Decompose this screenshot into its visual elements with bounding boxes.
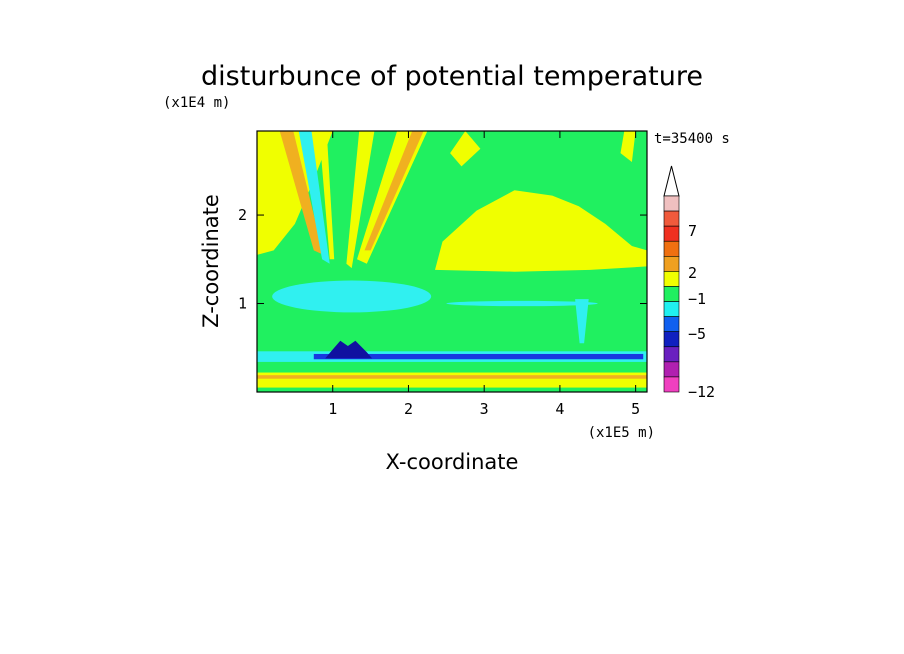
x-tick-label: 3 [480, 400, 489, 418]
mid-right-negative-strip [446, 300, 598, 307]
upper-left-thin-band [319, 131, 335, 260]
x-tick-label: 1 [328, 400, 337, 418]
y-tick-label: 2 [238, 206, 247, 224]
top-right-patch [620, 131, 636, 162]
contour-field [257, 131, 647, 392]
low-strongest-negative-core [325, 340, 373, 359]
colorbar-swatch [663, 271, 680, 287]
colorbar-label: 2 [688, 264, 697, 282]
bottom-positive-band [257, 372, 647, 388]
colorbar-swatch [663, 361, 680, 378]
plot-frame [256, 130, 648, 393]
x-tick-label: 2 [404, 400, 413, 418]
colorbar-swatch [663, 346, 680, 363]
colorbar-label: −1 [688, 290, 706, 308]
colorbar-label: 7 [688, 222, 697, 240]
upper-left-cyan-band [298, 131, 330, 264]
colorbar-swatch [663, 316, 680, 332]
time-label: t=35400 s [654, 131, 730, 147]
colorbar: 7 2 −1 −5 −12 [663, 165, 715, 401]
y-tick-label: 1 [238, 295, 247, 313]
colorbar-swatch [663, 301, 680, 317]
bottom-orange-band [257, 375, 647, 379]
upper-right-wave-band [346, 131, 375, 269]
upper-left-wave-band [279, 131, 324, 255]
upper-right-orange-band [364, 131, 424, 251]
colorbar-swatch [663, 331, 680, 348]
colorbar-swatch [663, 286, 680, 302]
right-vertical-plume [575, 299, 589, 344]
x-axis: 1 2 3 4 5 [328, 131, 640, 418]
mid-left-negative-region [272, 280, 432, 313]
y-axis: 12 [238, 206, 647, 313]
colorbar-swatch [663, 376, 680, 393]
top-patch [450, 131, 481, 167]
colorbar-swatch [663, 195, 680, 212]
x-unit-label: (x1E5 m) [588, 425, 655, 441]
upper-right-positive-dome [435, 190, 647, 272]
low-strong-negative-band [313, 353, 644, 360]
y-unit-label: (x1E4 m) [163, 95, 230, 111]
x-tick-label: 4 [555, 400, 564, 418]
colorbar-swatch [663, 225, 680, 242]
x-axis-label: X-coordinate [386, 450, 519, 474]
colorbar-swatch [663, 240, 680, 257]
colorbar-arrow [663, 165, 680, 197]
chart-title: disturbunce of potential temperature [201, 61, 703, 92]
colorbar-label: −5 [688, 325, 706, 343]
colorbar-swatch [663, 210, 680, 227]
colorbar-label: −12 [688, 383, 715, 401]
x-tick-label: 5 [631, 400, 640, 418]
y-axis-label: Z-coordinate [199, 194, 223, 328]
colorbar-swatch [663, 256, 680, 272]
